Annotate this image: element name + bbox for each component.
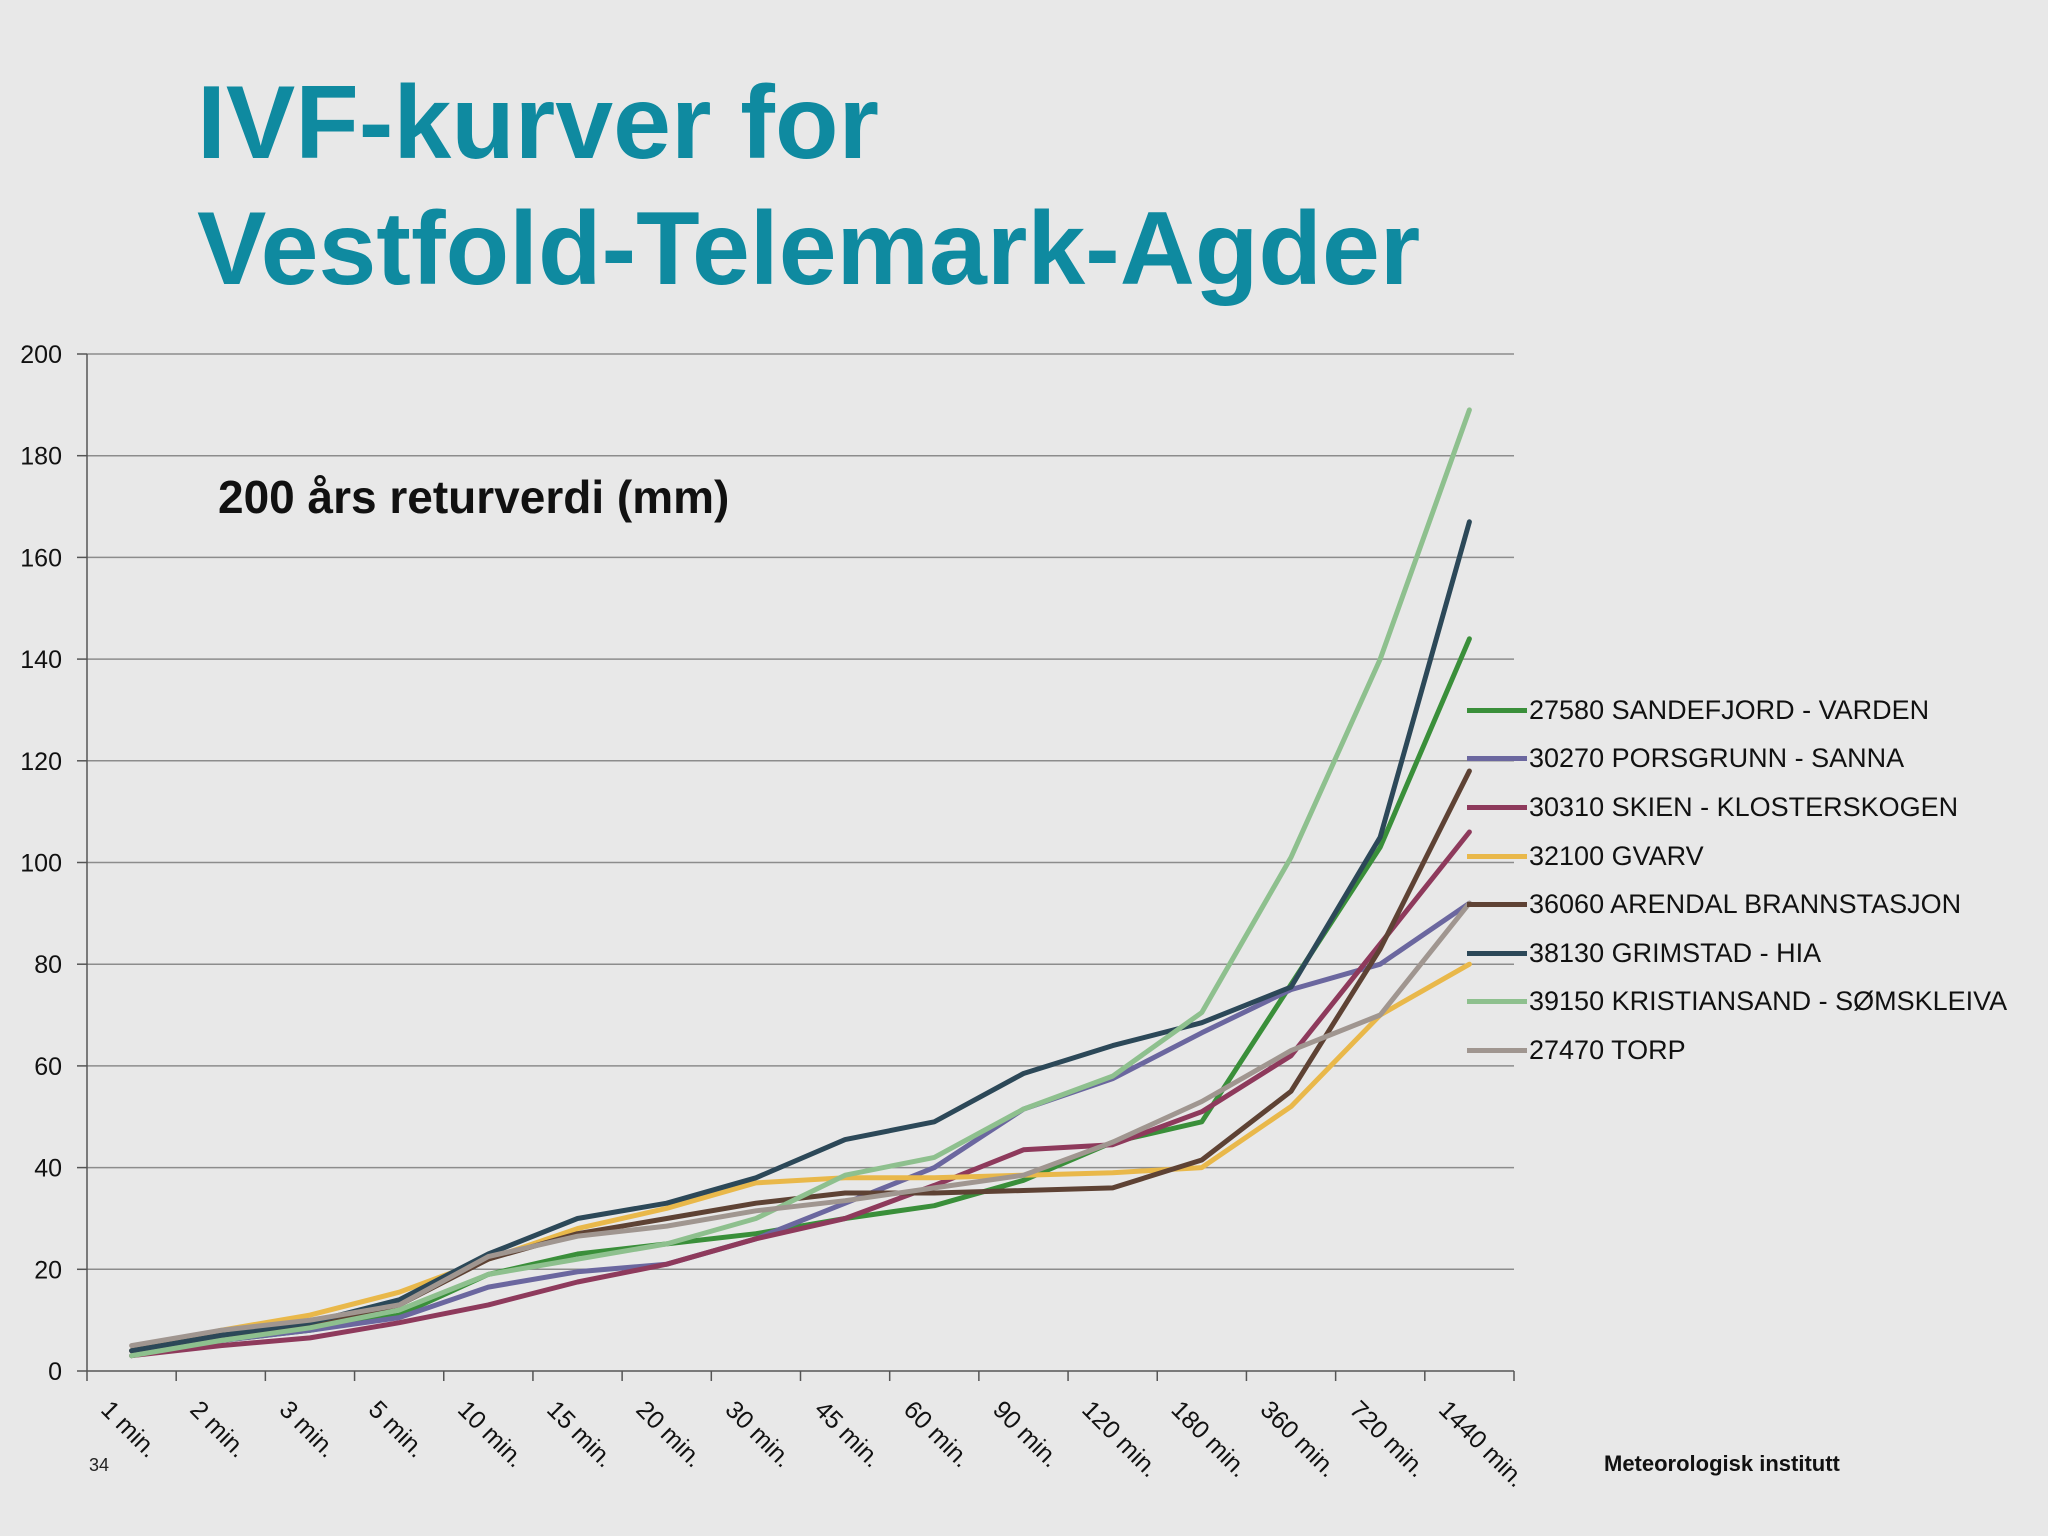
legend-label: 38130 GRIMSTAD - HIA — [1529, 937, 1822, 968]
series-line-4 — [129, 961, 1472, 1354]
y-tick-label: 0 — [48, 1358, 62, 1386]
chart-legend: 27580 SANDEFJORD - VARDEN 30270 PORSGRUNN… — [1467, 686, 2007, 1075]
legend-item: 27580 SANDEFJORD - VARDEN — [1467, 686, 2007, 735]
legend-item: 30310 SKIEN - KLOSTERSKOGEN — [1467, 783, 2007, 832]
x-tick-label: 120 min. — [1076, 1395, 1164, 1483]
slide-title-line2: Vestfold-Telemark-Agder — [197, 191, 1421, 307]
x-tick-label: 720 min. — [1344, 1395, 1432, 1483]
legend-item: 30270 PORSGRUNN - SANNA — [1467, 735, 2007, 784]
y-tick-label: 160 — [20, 544, 62, 572]
legend-label: 32100 GVARV — [1529, 840, 1704, 871]
x-tick-label: 2 min. — [185, 1395, 253, 1463]
series-line-2 — [129, 900, 1472, 1354]
x-tick-label: 1440 min. — [1433, 1395, 1530, 1492]
x-tick-label: 30 min. — [720, 1395, 798, 1473]
x-tick-label: 60 min. — [898, 1395, 976, 1473]
x-tick-label: 90 min. — [987, 1395, 1065, 1473]
legend-swatch — [1467, 1047, 1527, 1053]
x-tick-label: 15 min. — [541, 1395, 619, 1473]
y-tick-label: 60 — [34, 1053, 62, 1081]
x-tick-label: 360 min. — [1255, 1395, 1343, 1483]
x-tick-label: 20 min. — [630, 1395, 708, 1473]
legend-item: 27470 TORP — [1467, 1026, 2007, 1075]
y-axis-ticks: 0 20 40 60 80 100 120 140 160 180 200 — [20, 341, 87, 1386]
y-tick-label: 180 — [20, 443, 62, 471]
chart-gridlines — [87, 353, 1514, 1271]
legend-swatch — [1467, 902, 1527, 908]
y-tick-label: 20 — [34, 1256, 62, 1284]
series-line-7 — [129, 407, 1472, 1359]
y-tick-label: 80 — [34, 951, 62, 979]
legend-label: 27580 SANDEFJORD - VARDEN — [1529, 694, 1930, 725]
slide-title-line1: IVF-kurver for — [197, 65, 879, 181]
legend-swatch — [1467, 756, 1527, 762]
series-line-8 — [129, 900, 1472, 1349]
legend-swatch — [1467, 707, 1527, 713]
legend-swatch — [1467, 804, 1527, 810]
legend-swatch — [1467, 950, 1527, 956]
chart-series — [129, 407, 1472, 1359]
footer-organization: Meteorologisk institutt — [1604, 1451, 1840, 1476]
legend-item: 32100 GVARV — [1467, 832, 2007, 881]
y-tick-label: 140 — [20, 646, 62, 674]
slide-title: IVF-kurver for Vestfold-Telemark-Agder — [197, 60, 1420, 312]
x-tick-label: 5 min. — [363, 1395, 431, 1463]
series-line-3 — [129, 829, 1472, 1359]
x-tick-label: 180 min. — [1166, 1395, 1254, 1483]
legend-swatch — [1467, 999, 1527, 1005]
x-tick-label: 45 min. — [809, 1395, 887, 1473]
legend-label: 30270 PORSGRUNN - SANNA — [1529, 743, 1905, 774]
chart-title: 200 års returverdi (mm) — [218, 471, 730, 523]
x-tick-label: 1 min. — [95, 1395, 163, 1463]
legend-label: 27470 TORP — [1529, 1034, 1686, 1065]
legend-label: 39150 KRISTIANSAND - SØMSKLEIVA — [1529, 986, 2008, 1017]
x-tick-label: 10 min. — [452, 1395, 530, 1473]
x-tick-label: 3 min. — [274, 1395, 342, 1463]
y-tick-label: 120 — [20, 748, 62, 776]
legend-item: 36060 ARENDAL BRANNSTASJON — [1467, 880, 2007, 929]
legend-label: 36060 ARENDAL BRANNSTASJON — [1529, 889, 1962, 920]
y-tick-label: 40 — [34, 1155, 62, 1183]
y-tick-label: 200 — [20, 341, 62, 369]
legend-item: 39150 KRISTIANSAND - SØMSKLEIVA — [1467, 978, 2007, 1027]
legend-label: 30310 SKIEN - KLOSTERSKOGEN — [1529, 791, 1959, 822]
y-tick-label: 100 — [20, 850, 62, 878]
legend-swatch — [1467, 853, 1527, 859]
slide-number: 34 — [89, 1455, 110, 1475]
legend-item: 38130 GRIMSTAD - HIA — [1467, 929, 2007, 978]
